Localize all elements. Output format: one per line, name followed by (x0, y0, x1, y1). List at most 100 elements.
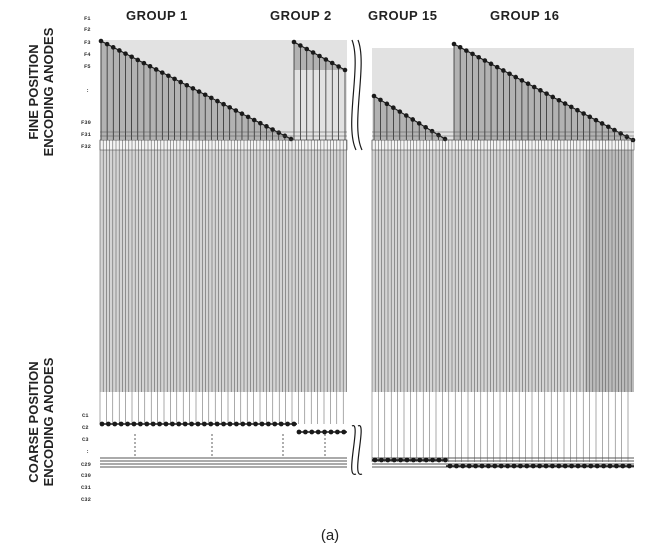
coarse-anode-dot (322, 429, 327, 435)
group-1-label: GROUP 1 (126, 8, 188, 23)
coarse-anode-dot (285, 421, 290, 427)
fine-anode-label: F1 (84, 15, 91, 22)
coarse-anode-dot (150, 421, 156, 427)
fine-group-2 (291, 39, 348, 140)
coarse-anode-dot (278, 421, 284, 427)
coarse-anode-dot (454, 463, 459, 469)
coarse-anode-dot (253, 421, 258, 427)
coarse-anode-dot (138, 421, 143, 427)
coarse-anode-dot (562, 463, 568, 469)
coarse-anode-dot (411, 457, 416, 463)
coarse-anode-dot (170, 421, 175, 427)
fine-separator-band (99, 139, 348, 151)
coarse-anode-dot (569, 463, 574, 469)
coarse-anode-dot (385, 457, 391, 463)
fine-diagonal (100, 40, 292, 140)
coarse-anode-dot (182, 421, 188, 427)
coarse-anode-dot (582, 463, 587, 469)
coarse-anode-dot (594, 463, 600, 469)
coarse-anode-dot (391, 457, 397, 463)
coarse-anode-dot (202, 421, 207, 427)
coarse-anode-dot (303, 429, 308, 435)
coarse-anode-dot (112, 421, 118, 427)
coarse-anode-dot (626, 463, 632, 469)
coarse-anode-dot (99, 421, 105, 427)
fine-anode-label: F2 (84, 26, 91, 33)
coarse-position-label: COARSE POSITION ENCODING ANODES (26, 332, 56, 512)
coarse-anode-label: C32 (81, 496, 91, 503)
coarse-anode-dot (543, 463, 549, 469)
coarse-anode-dot (315, 429, 321, 435)
coarse-anode-dot (620, 463, 626, 469)
coarse-anode-dot (498, 463, 504, 469)
coarse-anode-dot (460, 463, 466, 469)
fine-position-line2: ENCODING ANODES (41, 27, 56, 157)
coarse-anode-dot (240, 421, 246, 427)
coarse-anode-dot (537, 463, 542, 469)
coarse-anode-dot (144, 421, 150, 427)
coarse-anode-dot (601, 463, 606, 469)
coarse-anode-label: C3 (82, 436, 89, 443)
break-curve (357, 425, 363, 475)
coarse-anode-dot (266, 421, 271, 427)
coarse-anode-dot (379, 457, 384, 463)
coarse-anode-label: C31 (81, 484, 91, 491)
fine-anode-label: F32 (81, 143, 91, 150)
break-curve (357, 39, 363, 151)
coarse-drop-wires (99, 392, 629, 462)
coarse-anode-label: C29 (81, 461, 91, 468)
coarse-position-line2: ENCODING ANODES (41, 357, 56, 487)
fine-position-label: FINE POSITION ENCODING ANODES (26, 12, 56, 172)
coarse-anode-dot (176, 421, 182, 427)
coarse-anode-dot (524, 463, 530, 469)
coarse-anode-dot (588, 463, 594, 469)
coarse-anode-dot (486, 463, 491, 469)
coarse-anode-dot (436, 457, 442, 463)
coarse-anode-dot (246, 421, 252, 427)
figure-caption: (a) (320, 527, 340, 544)
coarse-anode-dot (607, 463, 613, 469)
coarse-anode-dot (443, 457, 448, 463)
coarse-anode-dot (466, 463, 472, 469)
coarse-anode-dot (106, 421, 111, 427)
break-curve (351, 425, 357, 475)
coarse-anode-dot (518, 463, 523, 469)
group-16-label: GROUP 16 (490, 8, 560, 23)
coarse-anode-dot (163, 421, 169, 427)
fine-anode-label: F3 (84, 39, 91, 46)
coarse-anode-dot (157, 421, 163, 427)
coarse-anode-dot (234, 421, 239, 427)
fine-group-16 (451, 41, 636, 143)
coarse-anode-dot (492, 463, 498, 469)
coarse-anode-dot (125, 421, 130, 427)
fine-anode-label: : (86, 87, 90, 94)
coarse-anode-label: C1 (82, 412, 89, 419)
anode-field-left (100, 150, 347, 392)
coarse-anode-dot (214, 421, 220, 427)
coarse-anode-dot (291, 421, 297, 427)
coarse-anode-dot (473, 463, 478, 469)
coarse-anode-label: C30 (81, 472, 91, 479)
coarse-anode-dot (341, 429, 347, 435)
coarse-anode-dot (575, 463, 581, 469)
anode-wires (99, 140, 632, 392)
coarse-anode-dot (530, 463, 536, 469)
fine-anode-label: F5 (84, 63, 91, 70)
group-15-label: GROUP 15 (368, 8, 438, 23)
coarse-anode-dot (404, 457, 410, 463)
coarse-anode-dot (423, 457, 429, 463)
coarse-anode-dot (189, 421, 195, 427)
fine-anode-label: F31 (81, 131, 91, 138)
coarse-anode-dot (296, 429, 302, 435)
fine-position-line1: FINE POSITION (26, 44, 41, 140)
coarse-anode-dot (430, 457, 435, 463)
coarse-anode-dot (221, 421, 227, 427)
anode-field-shading (585, 150, 634, 392)
coarse-anode-dot (511, 463, 517, 469)
coarse-anode-dot (335, 429, 340, 435)
coarse-anode-dot (118, 421, 124, 427)
coarse-anode-dot (505, 463, 510, 469)
coarse-anode-dot (272, 421, 278, 427)
